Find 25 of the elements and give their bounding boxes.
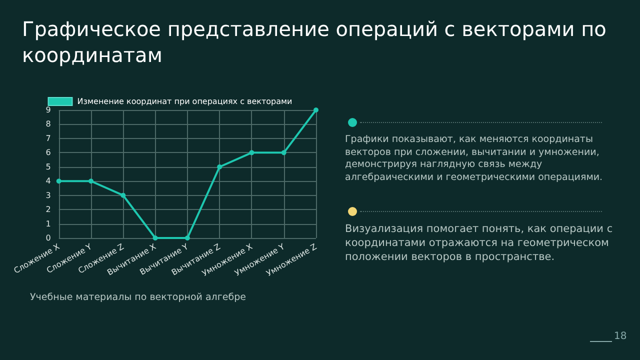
y-tick-label: 4 — [46, 176, 51, 186]
text: Учебные материалы по векторной алгебре — [30, 292, 246, 303]
y-tick-label: 5 — [46, 162, 51, 172]
text: 18 — [614, 331, 627, 342]
point — [152, 236, 158, 240]
point — [184, 236, 190, 240]
point — [217, 164, 222, 170]
point — [281, 150, 286, 156]
point — [88, 178, 94, 184]
point — [120, 192, 126, 198]
y-tick-label: 6 — [46, 148, 51, 158]
y-tick-label: 3 — [46, 190, 51, 200]
chart-title: Графическое представление операций с векторами по координатам — [22, 16, 608, 68]
text: Визуализация помогает понять, как операции с координатами отражаются на геометрическом положении векторов в пространстве. — [345, 222, 614, 264]
point — [56, 178, 62, 184]
point — [314, 108, 318, 112]
y-tick-label: 2 — [46, 205, 51, 214]
y-tick-label: 9 — [46, 106, 51, 114]
y-tick-label: 8 — [46, 120, 51, 129]
y-tick-label: 7 — [46, 134, 51, 143]
legend-label: Изменение координат при операциях с векторами — [77, 97, 292, 106]
y-tick-label: 0 — [46, 234, 51, 242]
text: Графики показывают, как меняются координаты векторов при сложении, вычитании и умножении, демонстрируя наглядную связь между алгебраическими и геометрическими операциями. — [345, 134, 604, 184]
y-tick-label: 1 — [46, 219, 51, 228]
point — [249, 150, 254, 156]
